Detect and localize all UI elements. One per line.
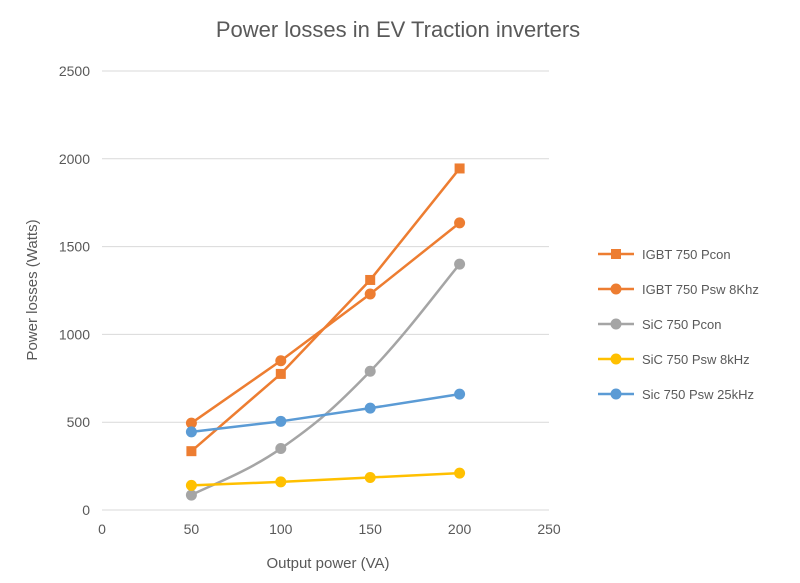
legend-label: SiC 750 Psw 8kHz bbox=[642, 352, 750, 367]
legend-marker bbox=[611, 249, 621, 259]
legend-marker bbox=[610, 318, 622, 330]
data-point bbox=[364, 472, 376, 484]
legend-label: IGBT 750 Pcon bbox=[642, 247, 731, 262]
series-lines bbox=[185, 163, 466, 501]
legend-label: Sic 750 Psw 25kHz bbox=[642, 387, 754, 402]
data-point bbox=[275, 443, 287, 455]
legend-item: IGBT 750 Pcon bbox=[598, 247, 731, 262]
data-point bbox=[275, 355, 287, 367]
y-tick-label: 2500 bbox=[59, 63, 90, 79]
series-4 bbox=[185, 467, 466, 491]
x-tick-label: 200 bbox=[448, 521, 472, 537]
series-line bbox=[190, 263, 461, 497]
data-point bbox=[454, 258, 466, 270]
data-point bbox=[454, 388, 466, 400]
data-point bbox=[454, 217, 466, 229]
series-line bbox=[191, 392, 460, 434]
legend: IGBT 750 Pcon IGBT 750 Psw 8Khz SiC 750 Pc… bbox=[598, 247, 759, 402]
y-tick-label: 0 bbox=[82, 502, 90, 518]
legend-item: Sic 750 Psw 25kHz bbox=[598, 387, 754, 402]
series-5 bbox=[185, 388, 466, 438]
series-line bbox=[190, 221, 461, 425]
legend-item: SiC 750 Pcon bbox=[598, 317, 722, 332]
data-point bbox=[275, 368, 286, 379]
data-point bbox=[364, 365, 376, 377]
x-tick-label: 100 bbox=[269, 521, 293, 537]
series-2 bbox=[185, 217, 466, 429]
y-tick-label: 2000 bbox=[59, 151, 90, 167]
data-point bbox=[364, 402, 376, 414]
y-tick-label: 1500 bbox=[59, 239, 90, 255]
legend-marker bbox=[610, 283, 622, 295]
legend-marker bbox=[610, 388, 622, 400]
data-point bbox=[275, 476, 287, 488]
data-point bbox=[365, 274, 376, 285]
data-point bbox=[454, 163, 465, 174]
x-axis-label: Output power (VA) bbox=[266, 555, 389, 572]
series-line bbox=[191, 471, 460, 487]
data-point bbox=[185, 479, 197, 491]
chart-title: Power losses in EV Traction inverters bbox=[216, 17, 580, 42]
series-3 bbox=[185, 258, 466, 501]
y-tick-label: 500 bbox=[67, 414, 91, 430]
data-point bbox=[364, 288, 376, 300]
data-point bbox=[185, 417, 197, 429]
gridlines bbox=[102, 70, 549, 511]
legend-label: SiC 750 Pcon bbox=[642, 317, 722, 332]
x-tick-label: 0 bbox=[98, 521, 106, 537]
data-point bbox=[454, 467, 466, 479]
x-tick-label: 50 bbox=[184, 521, 200, 537]
tick-labels: 0 500 1000 1500 2000 2500 0 50 100 150 200 250 bbox=[59, 63, 561, 537]
legend-marker bbox=[610, 353, 622, 365]
legend-item: IGBT 750 Psw 8Khz bbox=[598, 282, 759, 297]
data-point bbox=[275, 415, 287, 427]
data-point bbox=[185, 426, 197, 438]
y-tick-label: 1000 bbox=[59, 326, 90, 342]
legend-label: IGBT 750 Psw 8Khz bbox=[642, 282, 759, 297]
x-tick-label: 250 bbox=[537, 521, 561, 537]
data-point bbox=[185, 489, 197, 501]
legend-item: SiC 750 Psw 8kHz bbox=[598, 352, 750, 367]
data-point bbox=[186, 446, 197, 457]
y-axis-label: Power losses (Watts) bbox=[24, 219, 41, 360]
series-line bbox=[190, 167, 461, 453]
x-tick-label: 150 bbox=[359, 521, 383, 537]
